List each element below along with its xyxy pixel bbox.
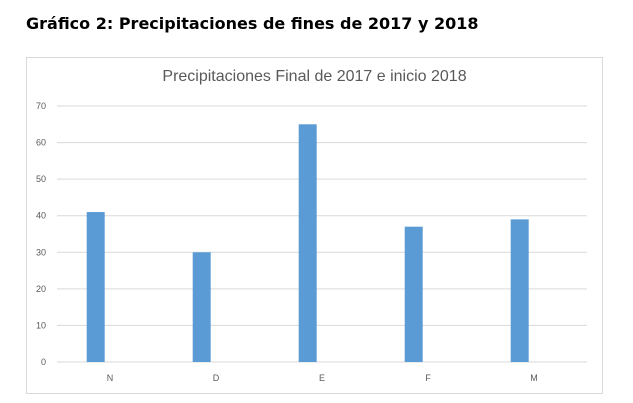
document-heading: Gráfico 2: Precipitaciones de fines de 2…: [26, 14, 479, 33]
y-tick-label: 50: [36, 174, 46, 184]
bar: [510, 219, 529, 362]
x-category-label: N: [107, 373, 114, 383]
x-category-label: E: [319, 373, 325, 383]
chart-title: Precipitaciones Final de 2017 e inicio 2…: [162, 68, 467, 85]
bar: [86, 212, 105, 362]
x-category-label: M: [530, 373, 538, 383]
bar: [404, 226, 423, 362]
chart-frame: Precipitaciones Final de 2017 e inicio 2…: [26, 57, 603, 394]
y-tick-label: 40: [36, 211, 46, 221]
y-tick-label: 20: [36, 284, 46, 294]
bar: [298, 124, 317, 363]
y-tick-label: 70: [36, 101, 46, 111]
y-tick-label: 30: [36, 247, 46, 257]
x-category-label: D: [213, 373, 220, 383]
y-tick-label: 60: [36, 138, 46, 148]
x-category-label: F: [425, 373, 431, 383]
bar-chart-plot: 0 10 20 30 40 50 60 70 N D E F M: [36, 101, 587, 383]
y-tick-label: 10: [36, 320, 46, 330]
y-tick-label: 0: [41, 357, 46, 367]
bar: [192, 252, 211, 362]
